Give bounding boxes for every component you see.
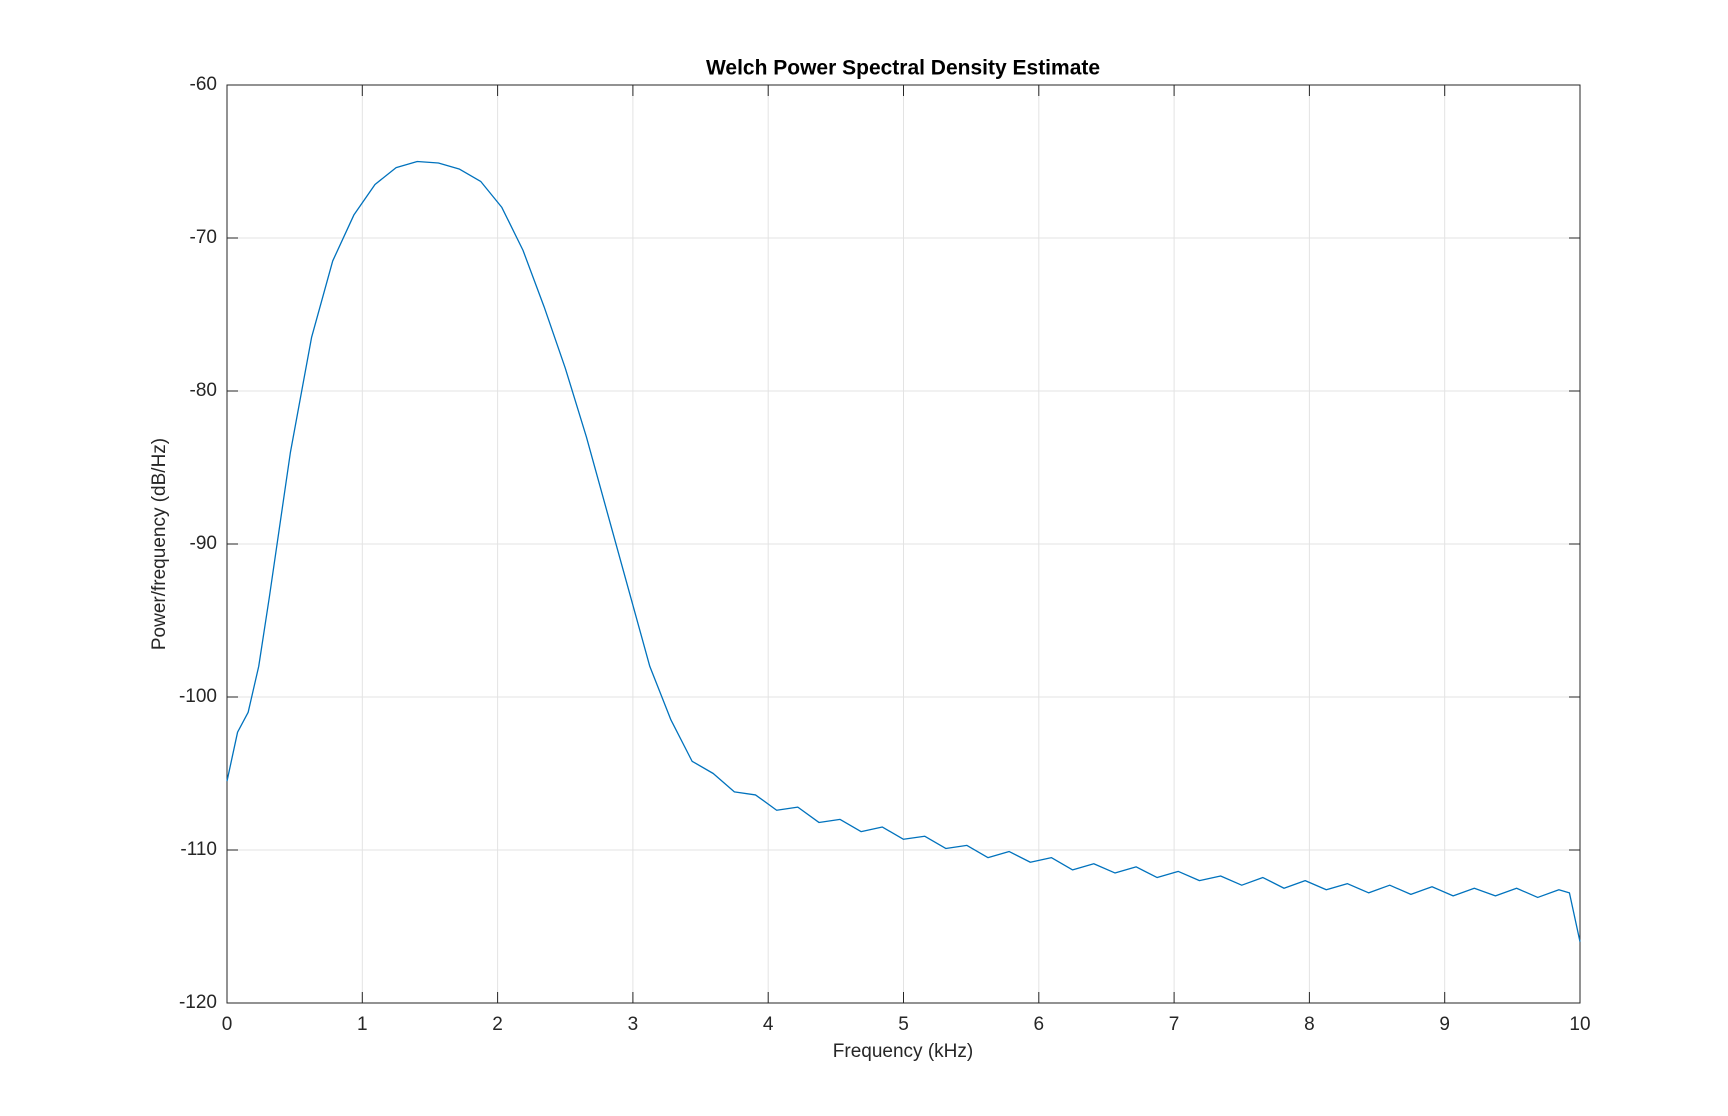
y-tick-label: -80	[190, 380, 217, 401]
x-tick-label: 3	[628, 1014, 639, 1035]
data-line	[226, 160, 1581, 942]
plot-frame	[226, 84, 1581, 1004]
y-axis-label: Power/frequency (dB/Hz)	[149, 438, 170, 650]
x-tick-label: 4	[763, 1014, 774, 1035]
x-tick-label: 6	[1034, 1014, 1045, 1035]
chart-title: Welch Power Spectral Density Estimate	[706, 57, 1100, 80]
x-tick-label: 5	[898, 1014, 909, 1035]
x-tick-label: 1	[357, 1014, 368, 1035]
y-tick-label: -110	[180, 839, 217, 860]
y-tick-label: -90	[190, 533, 217, 554]
x-tick-label: 8	[1304, 1014, 1315, 1035]
x-tick-label: 9	[1439, 1014, 1450, 1035]
x-tick-label: 7	[1169, 1014, 1180, 1035]
y-tick-label: -100	[179, 686, 217, 707]
y-tick-label: -60	[190, 74, 217, 95]
x-axis-label: Frequency (kHz)	[833, 1041, 973, 1062]
y-tick-label: -120	[179, 992, 217, 1013]
x-tick-label: 2	[492, 1014, 503, 1035]
y-tick-label: -70	[190, 227, 217, 248]
x-tick-label: 10	[1569, 1014, 1590, 1035]
x-tick-label: 0	[222, 1014, 233, 1035]
